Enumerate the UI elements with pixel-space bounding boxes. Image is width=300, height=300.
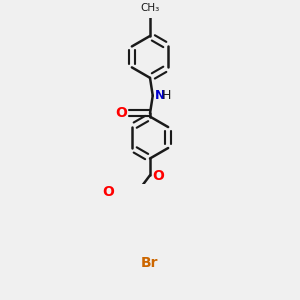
Text: O: O — [152, 169, 164, 183]
Text: O: O — [115, 106, 127, 120]
Text: Br: Br — [141, 256, 159, 270]
Text: H: H — [162, 89, 172, 102]
Text: CH₃: CH₃ — [140, 3, 160, 14]
Text: O: O — [102, 185, 114, 199]
Text: N: N — [154, 89, 165, 102]
